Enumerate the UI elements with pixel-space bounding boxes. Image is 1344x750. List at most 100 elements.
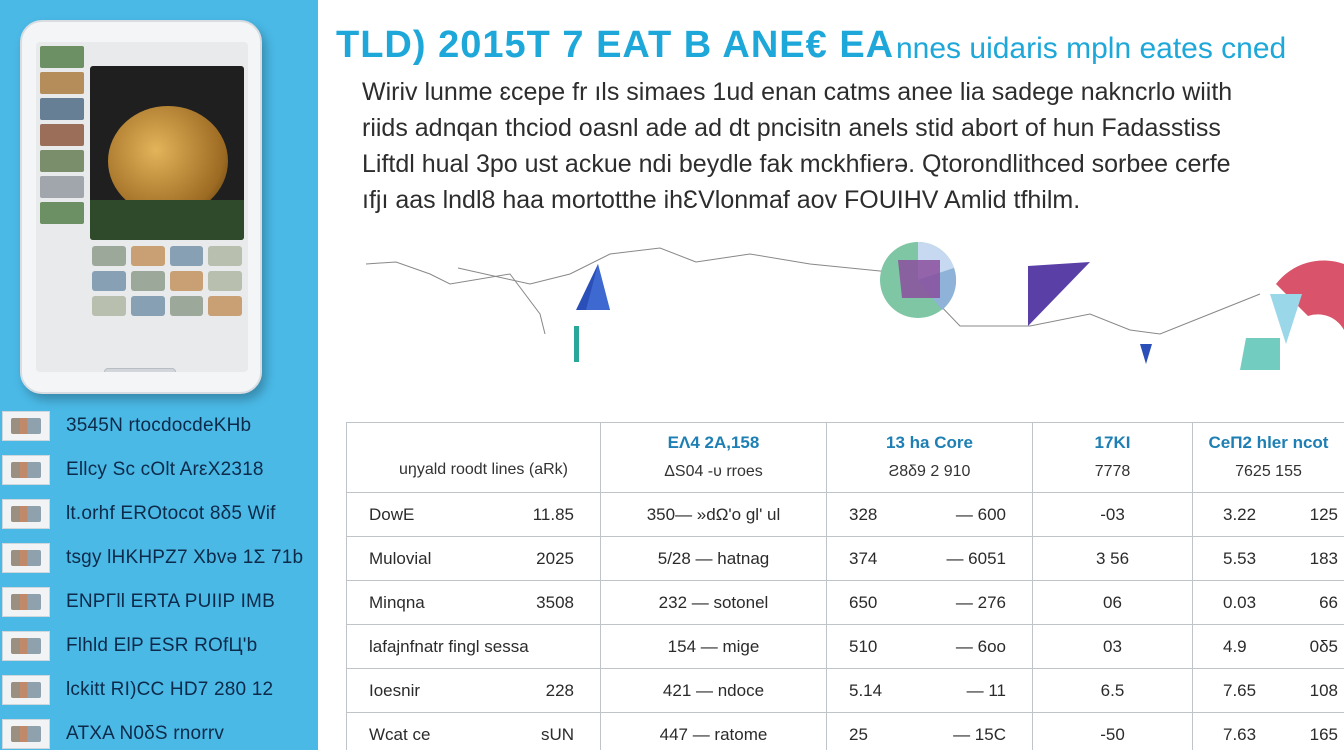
list-item-label: tsgy lHKHPZ7 Xbvə 1Σ 71b [66,547,304,568]
triangle-shape [1270,294,1302,344]
table-cell: 6.5 [1032,668,1193,713]
row-label: lafajnfnatr fingl sessa [369,636,529,656]
app-tile[interactable] [169,296,204,316]
table-cell: Minqna 3508 [346,580,601,625]
column-header: 13 ha Core Ƨ8δ9 2 910 [826,422,1033,493]
list-item[interactable]: ATXA N0δS rnorrv [0,712,318,750]
app-tile[interactable] [92,296,126,316]
column-header-label: uŋyald roodt lines (aRk) [399,461,568,478]
globe-image [108,106,228,216]
thumbnail-image[interactable] [40,150,84,172]
table-cell: 03 [1032,624,1193,669]
cell-value: 4.9 [1223,636,1247,656]
triangle-shape [1140,344,1152,364]
cell-value: 5.14 [849,680,883,700]
table-row[interactable]: lafajnfnatr fingl sessa 154 — mige 510 — … [346,624,1344,669]
paragraph-line: riids adnqan thciod oasnl ade ad dt pnci… [362,114,1221,142]
list-item[interactable]: Flhld ElP ESR ROfЦ'b [0,624,318,668]
arc-shape [1276,260,1344,330]
row-value: sUN [540,724,574,744]
connector-line [365,261,546,335]
list-item[interactable]: lckitt RI)CC HD7 280 12 [0,668,318,712]
video-player[interactable] [90,66,244,240]
list-item[interactable]: Ellcy Sc cOlt ArεX2318 [0,448,318,492]
thumbnail-icon [2,631,50,661]
thumbnail-image[interactable] [40,72,84,94]
phone-mockup [20,20,262,394]
list-item[interactable]: tsgy lHKHPZ7 Xbvə 1Σ 71b [0,536,318,580]
table-row[interactable]: Mulovial 2025 5/28 — hatnag 374 — 6051 3 5… [346,536,1344,581]
table-cell: 350— »dΩ'o gl' ul [600,492,827,537]
table-row[interactable]: DowE 11.85 350— »dΩ'o gl' ul 328 — 600 -03… [346,492,1344,537]
thumbnail-icon [2,499,50,529]
triangle-shape [586,264,610,310]
table-row[interactable]: Minqna 3508 232 — sotonel 650 — 276 06 0.0… [346,580,1344,625]
row-value: 2025 [536,548,574,568]
app-tile[interactable] [92,271,126,291]
column-header-label: ΔS04 -υ rroes [664,463,763,480]
table-cell: Ioesnir 228 [346,668,601,713]
column-header: uŋyald roodt lines (aRk) [346,422,601,493]
list-item-label: Ellcy Sc cOlt ArεX2318 [66,459,264,480]
cell-value: 510 [849,636,878,656]
list-item[interactable]: lt.orhf EROtocot 8δ5 Wif [0,492,318,536]
cell-value: 5.53 [1223,548,1257,568]
thumbnail-image[interactable] [40,46,84,68]
table-cell: 328 — 600 [826,492,1033,537]
page-title: TLD) 2015T 7 EAT B ANE€ EA [336,24,895,66]
cell-value: — 15C [953,724,1006,744]
pie-shape [898,260,940,298]
list-item-label: lt.orhf EROtocot 8δ5 Wif [66,503,276,524]
app-tile[interactable] [169,271,204,291]
intro-paragraph: Wiriv lunme ɛcepe fr ıls simaes 1ud enan… [362,74,1338,218]
row-value: 11.85 [532,504,574,524]
row-label: Wcat ce [369,724,431,744]
page-subtitle: nnes uidaris mpln eates cned [896,32,1287,65]
table-cell: 447 — ratome [600,712,827,750]
table-cell: 650 — 276 [826,580,1033,625]
app-tile[interactable] [169,246,204,266]
table-cell: 7.65 108 [1192,668,1344,713]
thumbnail-image[interactable] [40,202,84,224]
app-tile[interactable] [130,296,165,316]
table-cell: 3 56 [1032,536,1193,581]
column-header: CeΠ2 hler ncot 7625 155 [1192,422,1344,493]
table-cell: 0.03 66 [1192,580,1344,625]
column-header-title: 17ΚΙ [1094,433,1131,452]
cell-value: 165 [1309,724,1338,744]
cell-value: 0.03 [1223,592,1257,612]
list-item-label: Flhld ElP ESR ROfЦ'b [66,635,258,656]
left-list: 3545N rtocdocdeKHb Ellcy Sc cOlt ArεX231… [0,404,318,750]
table-cell: 4.9 0δ5 [1192,624,1344,669]
app-tile[interactable] [208,246,242,266]
list-item[interactable]: ENPΓll ERTA PUIIP IMB [0,580,318,624]
thumbnail-image[interactable] [40,124,84,146]
row-value: 228 [545,680,574,700]
thumbnail-icon [2,455,50,485]
list-item[interactable]: 3545N rtocdocdeKHb [0,404,318,448]
row-label: DowE [369,504,415,524]
connector-line [695,253,1261,335]
app-tile[interactable] [208,271,242,291]
app-tile[interactable] [130,271,165,291]
table-row[interactable]: Ioesnir 228 421 — ndoce 5.14 — 11 6.5 7.65… [346,668,1344,713]
column-header: 17ΚΙ 7778 [1032,422,1193,493]
table-cell: 232 — sotonel [600,580,827,625]
list-item-label: ATXA N0δS rnorrv [66,723,225,744]
app-grid [92,246,242,316]
thumbnail-icon [2,543,50,573]
app-tile[interactable] [92,246,126,266]
thumbnail-icon [2,411,50,441]
app-tile[interactable] [130,246,165,266]
cell-value: 328 [849,504,878,524]
thumbnail-image[interactable] [40,98,84,120]
row-label: Ioesnir [369,680,421,700]
table-cell: 5.53 183 [1192,536,1344,581]
row-value: 3508 [536,592,574,612]
table-row[interactable]: Wcat ce sUN 447 — ratome 25 — 15C -50 7.63… [346,712,1344,750]
page-heading: TLD) 2015T 7 EAT B ANE€ EA nnes uidaris … [336,24,1286,67]
app-tile[interactable] [208,296,242,316]
phone-home-button[interactable] [104,368,176,372]
table-cell: 510 — 6oo [826,624,1033,669]
thumbnail-image[interactable] [40,176,84,198]
